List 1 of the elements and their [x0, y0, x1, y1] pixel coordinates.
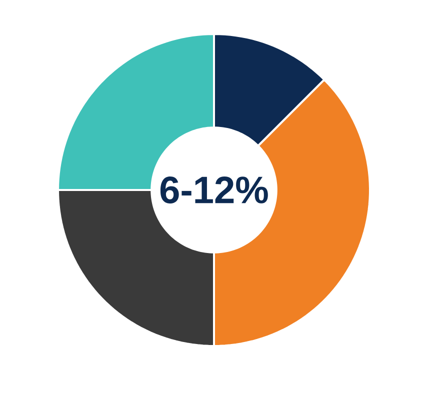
text: 6-12%: [160, 176, 268, 204]
